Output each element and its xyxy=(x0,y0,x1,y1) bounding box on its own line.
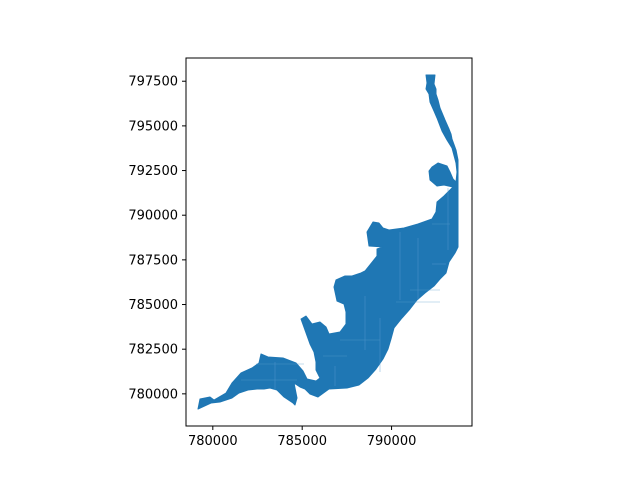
y-tick-label: 785000 xyxy=(128,298,178,313)
x-tick-label: 780000 xyxy=(188,434,238,449)
y-tick-label: 795000 xyxy=(128,119,178,134)
internal-boundaries xyxy=(241,188,450,390)
y-tick-label: 787500 xyxy=(128,253,178,268)
x-axis: 780000 785000 790000 xyxy=(188,426,416,449)
y-tick-label: 792500 xyxy=(128,164,178,179)
region-polygon xyxy=(197,74,459,410)
y-tick-label: 782500 xyxy=(128,343,178,358)
x-tick-label: 785000 xyxy=(277,434,327,449)
plot-area: 780000 785000 790000 780000 782500 785000 787… xyxy=(128,57,473,449)
y-tick-label: 797500 xyxy=(128,75,178,90)
y-tick-label: 780000 xyxy=(128,387,178,402)
axes-frame xyxy=(185,57,473,427)
x-tick-label: 790000 xyxy=(367,434,417,449)
y-tick-label: 790000 xyxy=(128,209,178,224)
y-axis: 780000 782500 785000 787500 790000 792500 7950… xyxy=(128,75,186,402)
